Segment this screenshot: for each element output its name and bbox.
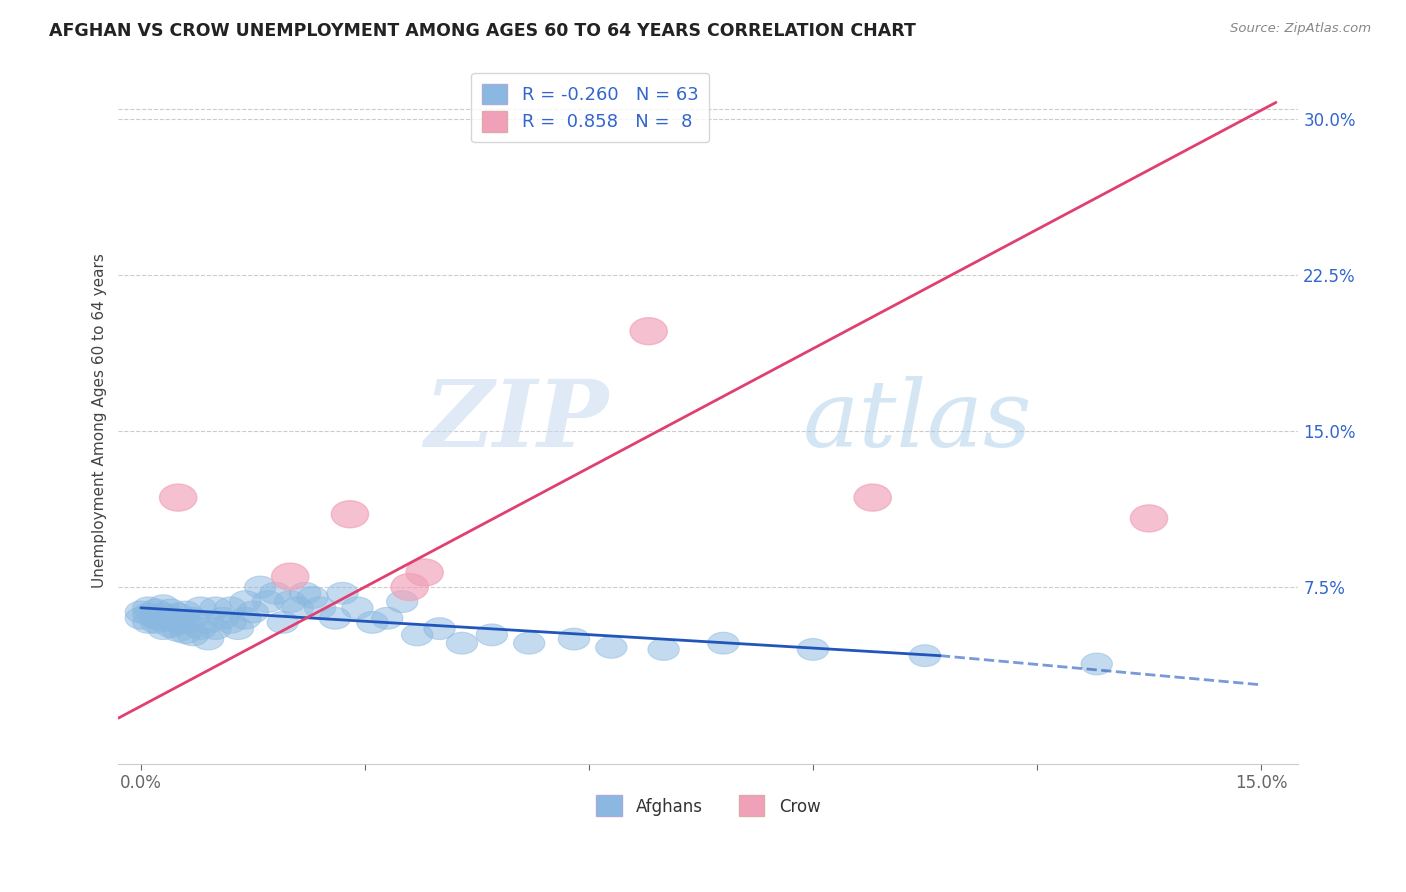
Ellipse shape bbox=[141, 599, 172, 621]
Ellipse shape bbox=[170, 612, 201, 633]
Ellipse shape bbox=[342, 597, 373, 619]
Ellipse shape bbox=[326, 582, 359, 604]
Ellipse shape bbox=[177, 624, 209, 646]
Ellipse shape bbox=[274, 591, 307, 613]
Ellipse shape bbox=[260, 582, 291, 604]
Ellipse shape bbox=[238, 601, 269, 623]
Ellipse shape bbox=[707, 632, 740, 654]
Text: ZIP: ZIP bbox=[423, 376, 609, 466]
Ellipse shape bbox=[423, 617, 456, 640]
Ellipse shape bbox=[207, 607, 239, 629]
Ellipse shape bbox=[177, 607, 209, 629]
Ellipse shape bbox=[630, 318, 668, 344]
Ellipse shape bbox=[186, 597, 217, 619]
Ellipse shape bbox=[797, 639, 828, 660]
Ellipse shape bbox=[163, 603, 194, 625]
Ellipse shape bbox=[406, 559, 443, 586]
Ellipse shape bbox=[245, 576, 276, 598]
Ellipse shape bbox=[155, 607, 187, 629]
Ellipse shape bbox=[297, 587, 328, 608]
Ellipse shape bbox=[357, 612, 388, 633]
Ellipse shape bbox=[332, 500, 368, 528]
Ellipse shape bbox=[391, 574, 429, 600]
Ellipse shape bbox=[215, 612, 246, 633]
Ellipse shape bbox=[267, 612, 298, 633]
Ellipse shape bbox=[271, 563, 309, 591]
Ellipse shape bbox=[159, 484, 197, 511]
Ellipse shape bbox=[290, 582, 321, 604]
Ellipse shape bbox=[596, 636, 627, 658]
Ellipse shape bbox=[132, 612, 165, 633]
Ellipse shape bbox=[148, 595, 179, 616]
Legend: Afghans, Crow: Afghans, Crow bbox=[589, 789, 828, 823]
Ellipse shape bbox=[222, 617, 253, 640]
Ellipse shape bbox=[319, 607, 350, 629]
Ellipse shape bbox=[229, 591, 262, 613]
Ellipse shape bbox=[200, 617, 231, 640]
Ellipse shape bbox=[148, 617, 179, 640]
Text: atlas: atlas bbox=[803, 376, 1032, 466]
Ellipse shape bbox=[1130, 505, 1167, 532]
Text: Source: ZipAtlas.com: Source: ZipAtlas.com bbox=[1230, 22, 1371, 36]
Ellipse shape bbox=[387, 591, 418, 613]
Ellipse shape bbox=[148, 609, 179, 632]
Ellipse shape bbox=[513, 632, 546, 654]
Ellipse shape bbox=[446, 632, 478, 654]
Ellipse shape bbox=[252, 591, 284, 613]
Y-axis label: Unemployment Among Ages 60 to 64 years: Unemployment Among Ages 60 to 64 years bbox=[93, 253, 107, 588]
Ellipse shape bbox=[910, 645, 941, 666]
Ellipse shape bbox=[648, 639, 679, 660]
Ellipse shape bbox=[853, 484, 891, 511]
Ellipse shape bbox=[170, 622, 201, 644]
Ellipse shape bbox=[304, 597, 336, 619]
Ellipse shape bbox=[371, 607, 404, 629]
Ellipse shape bbox=[163, 620, 194, 641]
Ellipse shape bbox=[141, 612, 172, 633]
Ellipse shape bbox=[283, 597, 314, 619]
Ellipse shape bbox=[155, 615, 187, 638]
Ellipse shape bbox=[125, 601, 156, 623]
Ellipse shape bbox=[215, 597, 246, 619]
Ellipse shape bbox=[477, 624, 508, 646]
Ellipse shape bbox=[163, 612, 194, 633]
Ellipse shape bbox=[1081, 653, 1112, 675]
Ellipse shape bbox=[193, 612, 224, 633]
Ellipse shape bbox=[558, 628, 589, 650]
Ellipse shape bbox=[193, 628, 224, 650]
Ellipse shape bbox=[170, 601, 201, 623]
Ellipse shape bbox=[132, 603, 165, 625]
Ellipse shape bbox=[125, 607, 156, 629]
Ellipse shape bbox=[132, 597, 165, 619]
Ellipse shape bbox=[155, 599, 187, 621]
Text: AFGHAN VS CROW UNEMPLOYMENT AMONG AGES 60 TO 64 YEARS CORRELATION CHART: AFGHAN VS CROW UNEMPLOYMENT AMONG AGES 6… bbox=[49, 22, 917, 40]
Ellipse shape bbox=[402, 624, 433, 646]
Ellipse shape bbox=[148, 603, 179, 625]
Ellipse shape bbox=[186, 617, 217, 640]
Ellipse shape bbox=[229, 607, 262, 629]
Ellipse shape bbox=[141, 607, 172, 629]
Ellipse shape bbox=[200, 597, 231, 619]
